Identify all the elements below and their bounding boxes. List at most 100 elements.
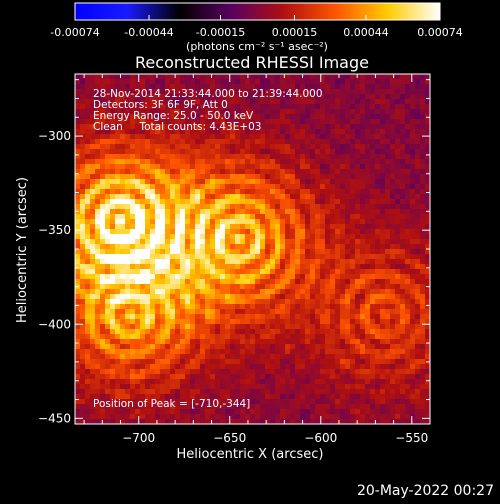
heatmap-cell: [140, 219, 145, 224]
heatmap-cell: [360, 379, 365, 384]
heatmap-cell: [390, 279, 395, 284]
heatmap-cell: [355, 289, 360, 294]
heatmap-cell: [325, 229, 330, 234]
heatmap-cell: [85, 239, 90, 244]
heatmap-cell: [135, 219, 140, 224]
heatmap-cell: [120, 194, 125, 199]
heatmap-cell: [395, 129, 400, 134]
heatmap-cell: [380, 219, 385, 224]
heatmap-cell: [80, 379, 85, 384]
heatmap-cell: [395, 244, 400, 249]
heatmap-cell: [330, 304, 335, 309]
heatmap-cell: [340, 334, 345, 339]
heatmap-cell: [290, 289, 295, 294]
heatmap-cell: [325, 164, 330, 169]
heatmap-cell: [155, 214, 160, 219]
heatmap-cell: [325, 159, 330, 164]
heatmap-cell: [270, 319, 275, 324]
heatmap-cell: [295, 344, 300, 349]
heatmap-cell: [220, 324, 225, 329]
heatmap-cell: [305, 214, 310, 219]
heatmap-cell: [405, 314, 410, 319]
heatmap-cell: [345, 264, 350, 269]
heatmap-cell: [105, 259, 110, 264]
heatmap-cell: [415, 354, 420, 359]
heatmap-cell: [170, 369, 175, 374]
heatmap-cell: [265, 114, 270, 119]
heatmap-cell: [375, 404, 380, 409]
heatmap-cell: [415, 89, 420, 94]
heatmap-cell: [145, 209, 150, 214]
heatmap-cell: [245, 224, 250, 229]
heatmap-cell: [195, 154, 200, 159]
heatmap-cell: [135, 359, 140, 364]
heatmap-cell: [150, 259, 155, 264]
heatmap-cell: [395, 109, 400, 114]
heatmap-cell: [105, 189, 110, 194]
heatmap-cell: [240, 314, 245, 319]
heatmap-cell: [260, 404, 265, 409]
heatmap-cell: [110, 284, 115, 289]
heatmap-cell: [390, 329, 395, 334]
heatmap-cell: [150, 369, 155, 374]
heatmap-cell: [270, 329, 275, 334]
heatmap-cell: [85, 159, 90, 164]
heatmap-cell: [260, 144, 265, 149]
heatmap-cell: [135, 379, 140, 384]
heatmap-cell: [195, 229, 200, 234]
heatmap-cell: [280, 79, 285, 84]
heatmap-cell: [235, 279, 240, 284]
heatmap-cell: [240, 204, 245, 209]
heatmap-cell: [295, 219, 300, 224]
heatmap-cell: [375, 89, 380, 94]
heatmap-cell: [180, 384, 185, 389]
heatmap-cell: [210, 199, 215, 204]
heatmap-cell: [285, 74, 290, 79]
heatmap-cell: [185, 374, 190, 379]
heatmap-cell: [145, 279, 150, 284]
heatmap-cell: [320, 339, 325, 344]
heatmap-cell: [195, 414, 200, 419]
heatmap-cell: [170, 199, 175, 204]
heatmap-cell: [415, 364, 420, 369]
heatmap-cell: [95, 369, 100, 374]
heatmap-cell: [95, 249, 100, 254]
heatmap-cell: [280, 179, 285, 184]
heatmap-cell: [175, 199, 180, 204]
heatmap-cell: [85, 199, 90, 204]
heatmap-cell: [355, 379, 360, 384]
heatmap-cell: [265, 174, 270, 179]
heatmap-cell: [165, 389, 170, 394]
heatmap-cell: [185, 294, 190, 299]
heatmap-cell: [190, 284, 195, 289]
heatmap-cell: [260, 164, 265, 169]
heatmap-cell: [335, 264, 340, 269]
heatmap-cell: [100, 254, 105, 259]
heatmap-cell: [390, 374, 395, 379]
heatmap-cell: [320, 114, 325, 119]
heatmap-cell: [410, 159, 415, 164]
heatmap-cell: [185, 259, 190, 264]
heatmap-cell: [140, 239, 145, 244]
heatmap-cell: [170, 319, 175, 324]
heatmap-cell: [350, 384, 355, 389]
heatmap-cell: [150, 194, 155, 199]
heatmap-cell: [405, 129, 410, 134]
heatmap-cell: [420, 264, 425, 269]
heatmap-cell: [275, 219, 280, 224]
heatmap-cell: [280, 309, 285, 314]
heatmap-cell: [315, 324, 320, 329]
heatmap-cell: [200, 359, 205, 364]
heatmap-cell: [175, 194, 180, 199]
heatmap-cell: [355, 189, 360, 194]
heatmap-cell: [130, 254, 135, 259]
heatmap-cell: [375, 254, 380, 259]
heatmap-cell: [390, 319, 395, 324]
heatmap-cell: [205, 379, 210, 384]
heatmap-cell: [225, 304, 230, 309]
heatmap-cell: [405, 159, 410, 164]
heatmap-cell: [325, 89, 330, 94]
heatmap-cell: [365, 189, 370, 194]
heatmap-cell: [75, 179, 80, 184]
heatmap-cell: [300, 369, 305, 374]
